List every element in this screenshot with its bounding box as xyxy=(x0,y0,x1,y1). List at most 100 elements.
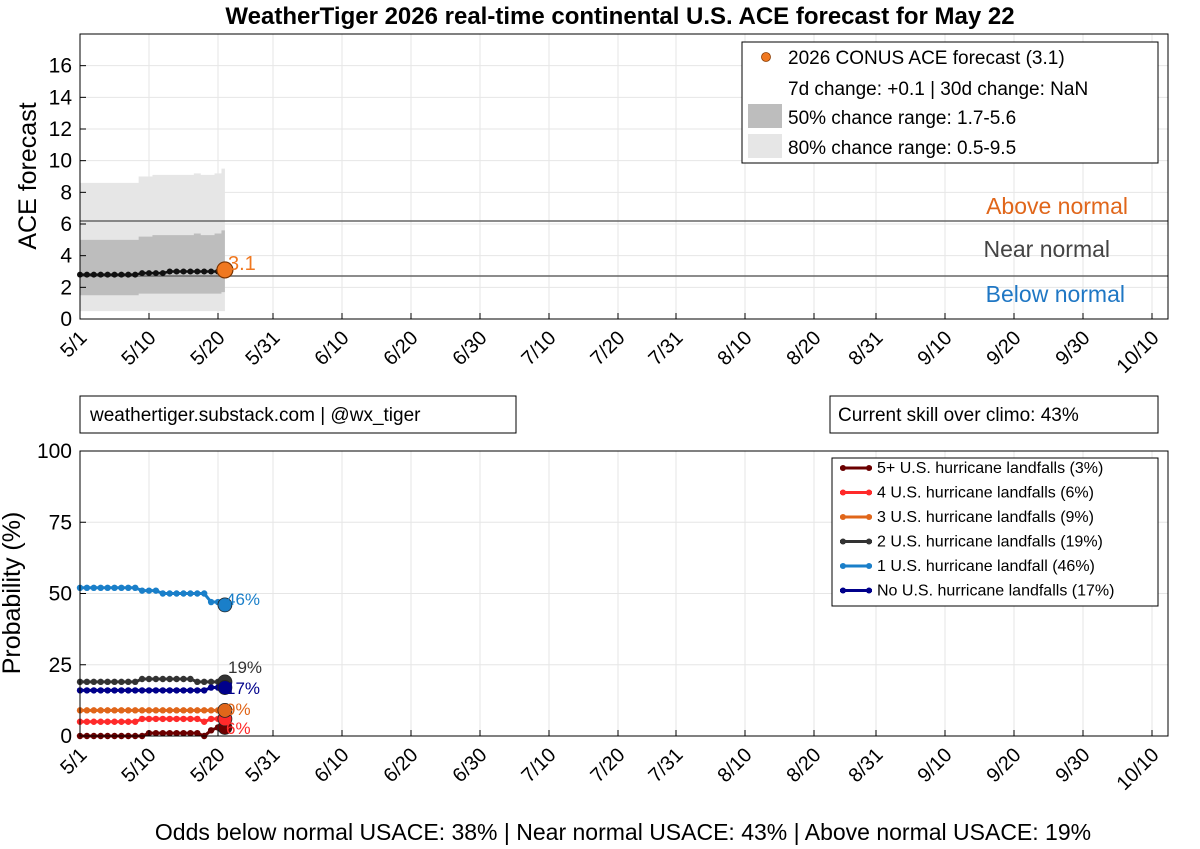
landfall-point xyxy=(125,687,132,694)
x-tick-label: 8/20 xyxy=(782,327,825,370)
ace-point xyxy=(201,268,208,275)
landfall-point xyxy=(173,687,180,694)
ace-point xyxy=(173,268,180,275)
landfall-end-label: 6% xyxy=(226,719,251,738)
y-tick-label: 12 xyxy=(49,118,72,141)
legend-dot xyxy=(866,563,872,569)
ace-point xyxy=(180,268,187,275)
x-tick-label: 6/30 xyxy=(448,744,491,787)
chart-title: WeatherTiger 2026 real-time continental … xyxy=(225,3,1014,30)
landfall-current-marker xyxy=(217,597,233,613)
x-tick-label: 7/20 xyxy=(586,744,629,787)
landfall-point xyxy=(152,729,160,737)
landfall-point xyxy=(159,707,166,714)
landfall-point xyxy=(138,715,146,723)
landfall-point xyxy=(125,678,132,686)
landfall-line xyxy=(80,686,225,692)
x-tick-label: 5/20 xyxy=(186,327,229,370)
landfall-point xyxy=(152,687,160,694)
legend-dot xyxy=(866,465,872,471)
ace-legend-marker xyxy=(761,52,771,62)
landfall-point xyxy=(166,707,173,714)
landfall-point xyxy=(138,587,146,594)
landfall-point xyxy=(90,687,98,694)
landfall-point xyxy=(180,729,187,737)
x-tick-label: 5/20 xyxy=(186,744,229,787)
ace-point xyxy=(118,271,125,278)
landfall-point xyxy=(138,675,146,683)
x-tick-label: 10/10 xyxy=(1113,327,1164,378)
x-tick-label: 9/20 xyxy=(982,744,1025,787)
landfall-point xyxy=(152,675,160,683)
x-tick-label: 9/30 xyxy=(1051,744,1094,787)
landfall-point xyxy=(159,715,166,723)
landfall-point xyxy=(201,687,208,694)
info-row: weathertiger.substack.com | @wx_tiger Cu… xyxy=(79,395,1159,434)
x-tick-label: 7/10 xyxy=(517,744,560,787)
y-tick-label: 0 xyxy=(60,725,72,748)
ace-point xyxy=(208,268,215,275)
landfall-point xyxy=(166,675,173,683)
y-tick-label: 10 xyxy=(49,150,72,173)
y-tick-label: 0 xyxy=(60,308,72,331)
legend-entry: No U.S. hurricane landfalls (17%) xyxy=(877,583,1114,600)
landfall-line xyxy=(80,717,225,724)
x-tick-label: 10/10 xyxy=(1113,744,1164,795)
landfall-point xyxy=(90,678,98,686)
landfall-point xyxy=(180,687,187,694)
landfall-point xyxy=(187,715,194,723)
landfall-point xyxy=(104,678,111,686)
x-tick-label: 9/10 xyxy=(913,744,956,787)
landfall-point xyxy=(180,707,187,714)
landfall-point xyxy=(83,707,91,714)
landfall-point xyxy=(145,687,153,694)
landfall-point xyxy=(187,707,194,714)
landfall-point xyxy=(194,707,201,714)
landfall-point xyxy=(97,584,104,591)
landfall-point xyxy=(194,715,201,723)
ace-legend-forecast: 2026 CONUS ACE forecast (3.1) xyxy=(788,48,1065,69)
landfall-point xyxy=(111,707,118,714)
landfall-point xyxy=(118,707,125,714)
landfall-point xyxy=(207,727,215,734)
landfall-point xyxy=(173,590,180,597)
ace-legend-swatch-80 xyxy=(748,134,782,158)
y-tick-label: 8 xyxy=(60,181,72,204)
ace-end-label: 3.1 xyxy=(228,253,256,275)
ace-point xyxy=(132,271,139,278)
landfall-end-label: 46% xyxy=(226,590,260,609)
ace-uncertainty-bands xyxy=(80,168,225,312)
landfall-point xyxy=(207,707,215,714)
landfall-y-axis-label: Probability (%) xyxy=(0,512,26,675)
landfall-point xyxy=(194,687,201,694)
landfall-x-axis: 5/1 5/10 5/20 5/31 6/10 6/20 6/30 7/10 7/20 7/31 8… xyxy=(56,730,1164,795)
landfall-end-labels: 6%9% 19% 46% 17% xyxy=(226,590,262,738)
landfall-point xyxy=(132,687,139,694)
landfall-point xyxy=(166,729,173,737)
landfall-point xyxy=(187,729,194,737)
y-tick-label: 16 xyxy=(49,55,72,78)
legend-dot xyxy=(866,587,872,594)
landfall-point xyxy=(145,707,153,714)
legend-dot xyxy=(840,489,846,496)
ace-current-marker xyxy=(216,261,234,279)
landfall-point xyxy=(97,718,104,725)
ace-point xyxy=(166,268,173,275)
landfall-point xyxy=(173,707,180,714)
landfall-point xyxy=(201,718,208,725)
landfall-point xyxy=(90,707,98,714)
landfall-point xyxy=(90,584,98,591)
legend-dot xyxy=(840,465,846,471)
x-tick-label: 5/10 xyxy=(117,327,160,370)
legend-dot xyxy=(866,538,872,545)
landfall-point xyxy=(166,687,173,694)
ace-x-axis: 5/1 5/10 5/20 5/31 6/10 6/20 6/30 7/10 7/20 7/31 8… xyxy=(56,313,1164,378)
landfall-point xyxy=(152,707,160,714)
landfall-point xyxy=(207,684,215,691)
legend-dot xyxy=(840,538,846,545)
landfall-y-axis: 0 25 50 75 100 xyxy=(37,440,86,748)
landfall-point xyxy=(173,675,180,683)
landfall-point xyxy=(159,729,166,737)
landfall-point xyxy=(132,678,139,686)
y-tick-label: 50 xyxy=(49,583,72,606)
